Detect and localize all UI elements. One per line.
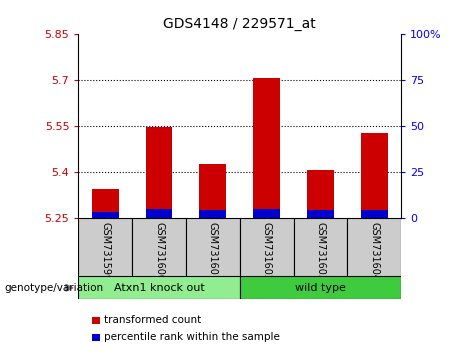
Text: GSM731604: GSM731604 <box>369 222 379 281</box>
Bar <box>307 170 334 218</box>
Bar <box>199 164 226 218</box>
Bar <box>146 127 172 218</box>
Bar <box>78 276 240 299</box>
Bar <box>132 218 186 276</box>
Bar <box>294 218 347 276</box>
Bar <box>307 210 334 218</box>
Text: percentile rank within the sample: percentile rank within the sample <box>104 332 280 342</box>
Text: Atxn1 knock out: Atxn1 knock out <box>114 282 204 293</box>
Bar <box>199 210 226 218</box>
Bar <box>253 78 280 218</box>
Bar <box>361 133 388 218</box>
Bar <box>92 189 118 218</box>
Bar <box>361 210 388 218</box>
Text: GSM731600: GSM731600 <box>154 222 164 281</box>
Text: wild type: wild type <box>295 282 346 293</box>
Text: GSM731601: GSM731601 <box>208 222 218 281</box>
Bar <box>240 218 294 276</box>
Bar <box>253 209 280 218</box>
Title: GDS4148 / 229571_at: GDS4148 / 229571_at <box>163 17 316 31</box>
Bar <box>78 218 132 276</box>
Text: GSM731599: GSM731599 <box>100 222 110 281</box>
Bar <box>240 276 401 299</box>
Bar <box>186 218 240 276</box>
Bar <box>347 218 401 276</box>
Text: genotype/variation: genotype/variation <box>5 282 104 293</box>
Text: GSM731603: GSM731603 <box>315 222 325 281</box>
Text: GSM731602: GSM731602 <box>261 222 272 281</box>
Text: transformed count: transformed count <box>104 315 201 325</box>
Bar <box>146 209 172 218</box>
Bar <box>92 212 118 218</box>
